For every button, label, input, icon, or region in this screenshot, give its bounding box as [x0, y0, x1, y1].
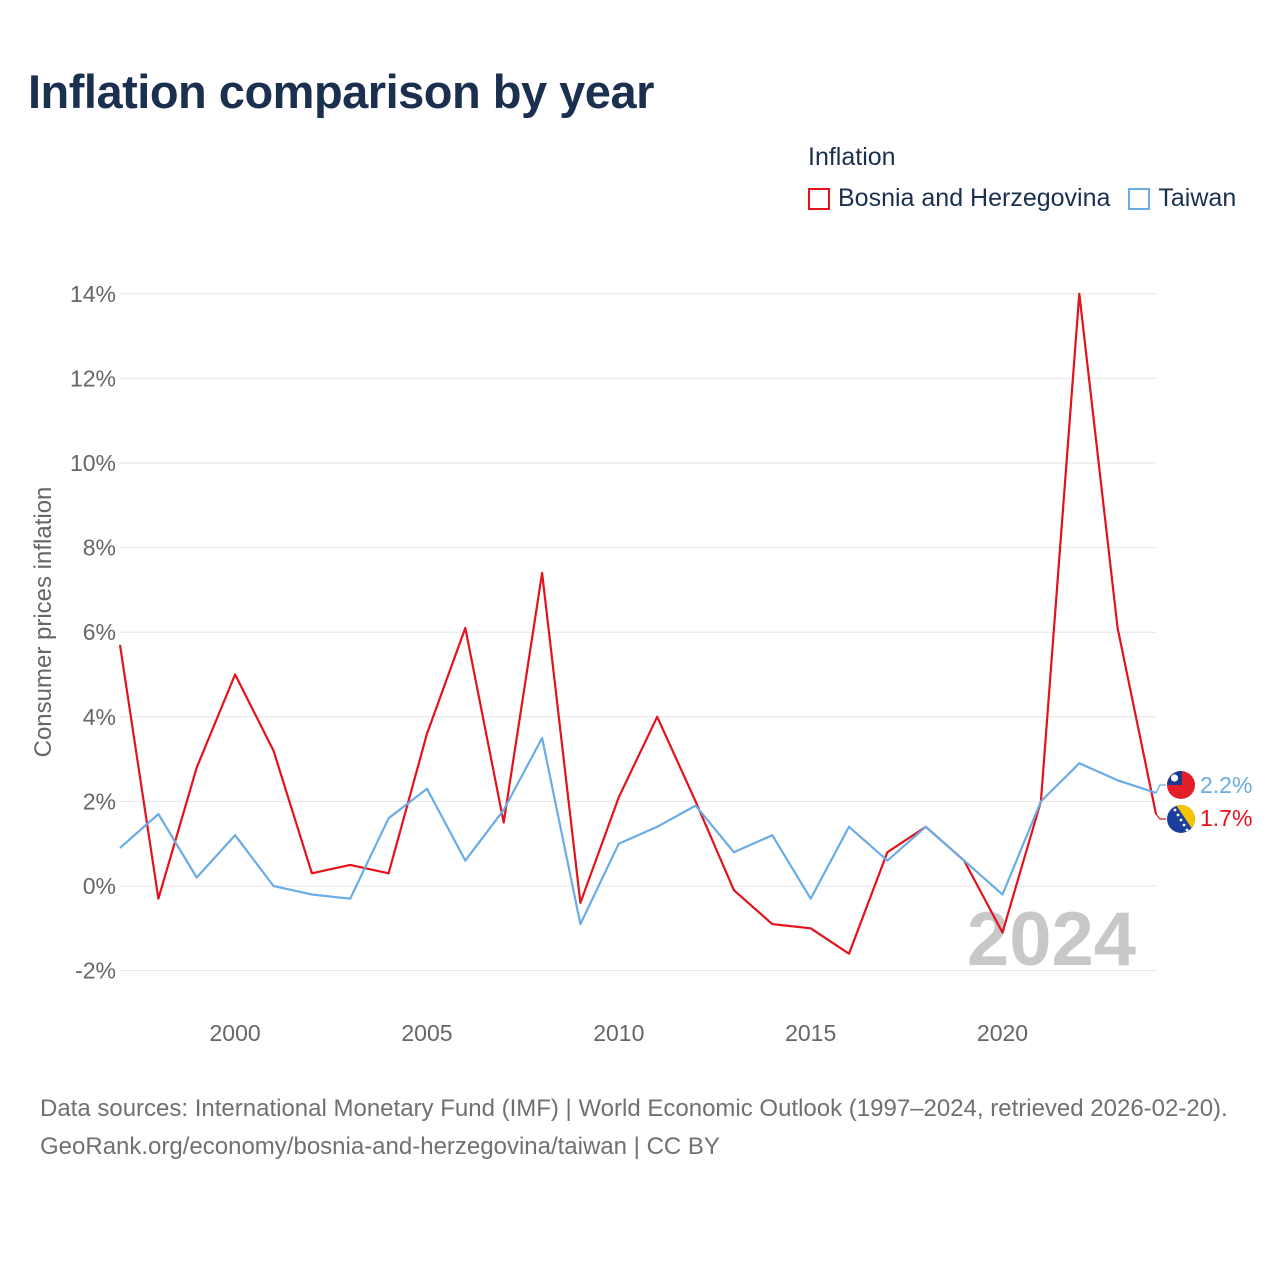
legend-swatch-taiwan [1128, 187, 1151, 210]
x-tick-label: 2020 [977, 1020, 1028, 1046]
y-axis-label: Consumer prices inflation [30, 487, 57, 758]
x-tick-label: 2010 [593, 1020, 644, 1046]
y-tick-label: 4% [83, 704, 116, 730]
taiwan-flag-icon [1167, 771, 1195, 799]
data-sources-text: Data sources: International Monetary Fun… [40, 1095, 1228, 1122]
connector-bosnia [1155, 813, 1166, 820]
legend-label-taiwan: Taiwan [1158, 184, 1237, 212]
legend-label-bosnia: Bosnia and Herzegovina [838, 184, 1111, 212]
bosnia-flag-icon [1167, 805, 1195, 833]
year-watermark: 2024 [967, 897, 1136, 982]
y-tick-label: 14% [70, 281, 116, 307]
y-tick-label: 12% [70, 365, 116, 391]
grid [120, 293, 1156, 972]
series-line-taiwan [119, 736, 1157, 926]
footer: Data sources: International Monetary Fun… [40, 1090, 1250, 1166]
series [118, 292, 1166, 955]
y-tick-label: 0% [83, 873, 116, 899]
y-tick-label: 2% [83, 788, 116, 814]
legend-swatch-bosnia [808, 187, 830, 210]
legend: Bosnia and Herzegovina Taiwan [808, 184, 1254, 213]
taiwan-end-label: 2.2% [1200, 772, 1252, 798]
legend-item-taiwan[interactable]: Taiwan [1128, 184, 1236, 213]
x-tick-label: 2015 [785, 1020, 836, 1046]
x-tick-label: 2005 [401, 1020, 452, 1046]
y-tick-label: 10% [70, 450, 116, 476]
legend-item-bosnia[interactable]: Bosnia and Herzegovina [808, 184, 1110, 213]
y-tick-label: 6% [83, 619, 116, 645]
series-line-bosnia [118, 292, 1158, 955]
connector-taiwan [1155, 784, 1166, 794]
chart-title: Inflation comparison by year [28, 65, 654, 118]
bosnia-end-label: 1.7% [1200, 805, 1252, 831]
y-tick-label: 8% [83, 535, 116, 561]
source-url-text: GeoRank.org/economy/bosnia-and-herzegovi… [40, 1133, 720, 1160]
y-tick-label: -2% [75, 958, 116, 984]
axes: -2% 0% 2% 4% 6% 8% 10% 12% 14% 2000 2005 2010 2015 20… [70, 281, 1028, 1046]
line-chart: -2% 0% 2% 4% 6% 8% 10% 12% 14% 2000 2005 2010 2015 20… [30, 281, 1252, 1046]
legend-title: Inflation [808, 143, 896, 171]
x-tick-label: 2000 [210, 1020, 261, 1046]
